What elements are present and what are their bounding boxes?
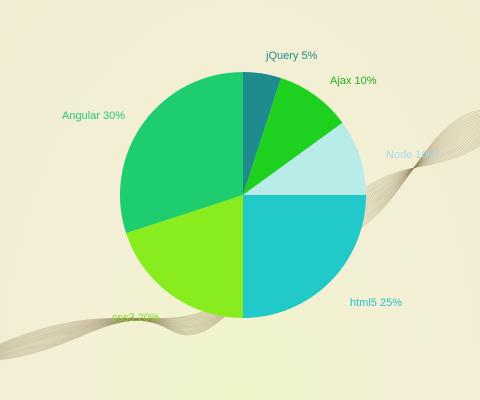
slice-label-html5: html5 25%	[350, 297, 402, 309]
pie-slice-angular[interactable]	[119, 72, 243, 234]
pie-labels: jQuery 5% Ajax 10% Node 10% html5 25% css3 2…	[62, 50, 438, 324]
slice-label-css3: css3 20%	[112, 312, 160, 324]
pie-slice-node[interactable]	[243, 122, 366, 195]
pie-slice-css3[interactable]	[126, 195, 243, 318]
pie-slice-jquery[interactable]	[243, 72, 282, 195]
pie-slice-ajax[interactable]	[243, 78, 343, 195]
slice-label-angular: Angular 30%	[62, 110, 125, 122]
slice-label-jquery: jQuery 5%	[265, 50, 318, 62]
pie-slice-html5[interactable]	[243, 195, 366, 318]
slice-label-ajax: Ajax 10%	[330, 75, 377, 87]
slice-label-node: Node 10%	[386, 149, 438, 161]
pie-slices	[119, 72, 366, 318]
